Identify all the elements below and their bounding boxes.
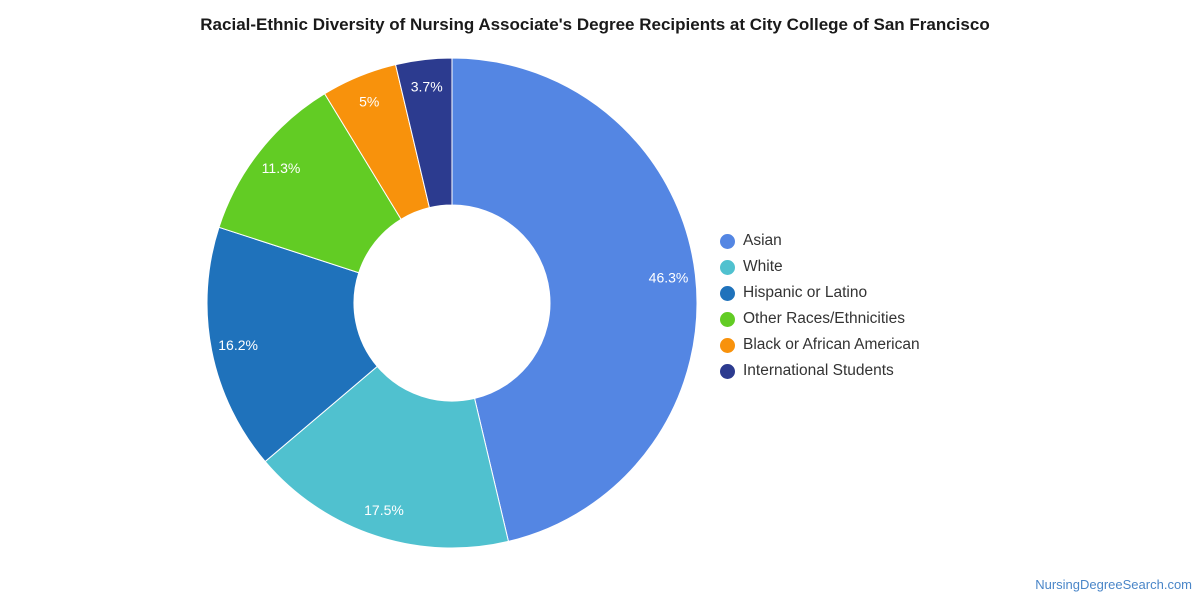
legend-swatch: [720, 363, 735, 379]
legend-swatch: [720, 233, 735, 249]
chart-legend: Asian White Hispanic or Latino Other Races/…: [720, 228, 1020, 384]
chart-title: Racial-Ethnic Diversity of Nursing Assoc…: [200, 15, 990, 34]
slice-other-races-ethnicities[interactable]: [218, 93, 402, 274]
legend-label: White: [743, 258, 783, 275]
donut-slices: [206, 57, 698, 549]
legend-label: International Students: [743, 362, 894, 379]
slice-labels: 46.3% 17.5% 16.2% 11.3% 5% 3.7%: [218, 78, 688, 518]
legend-item[interactable]: Hispanic or Latino: [720, 280, 1020, 306]
legend-label: Hispanic or Latino: [743, 284, 868, 301]
legend-swatch: [720, 337, 735, 353]
slice-hispanic-or-latino[interactable]: [206, 226, 378, 463]
legend-item[interactable]: Asian: [720, 228, 1020, 254]
slice-value-label: 46.3%: [649, 270, 689, 286]
legend-swatch: [720, 285, 735, 301]
slice-value-label: 17.5%: [364, 502, 404, 518]
slice-international-students[interactable]: [394, 57, 453, 209]
legend-label: Black or African American: [743, 336, 920, 353]
legend-item[interactable]: International Students: [720, 358, 1020, 384]
legend-label: Asian: [743, 232, 782, 249]
legend-item[interactable]: Black or African American: [720, 332, 1020, 358]
legend-swatch: [720, 259, 735, 275]
legend-item[interactable]: White: [720, 254, 1020, 280]
source-link[interactable]: NursingDegreeSearch.com: [1035, 577, 1192, 592]
slice-value-label: 11.3%: [262, 160, 301, 176]
legend-swatch: [720, 311, 735, 327]
legend-label: Other Races/Ethnicities: [743, 310, 905, 327]
legend-item[interactable]: Other Races/Ethnicities: [720, 306, 1020, 332]
slice-value-label: 5%: [359, 93, 379, 109]
slice-value-label: 16.2%: [218, 337, 258, 353]
donut-chart: 46.3% 17.5% 16.2% 11.3% 5% 3.7%: [206, 57, 698, 549]
slice-white[interactable]: [264, 365, 510, 549]
slice-asian[interactable]: [451, 57, 698, 543]
slice-value-label: 3.7%: [411, 78, 443, 94]
